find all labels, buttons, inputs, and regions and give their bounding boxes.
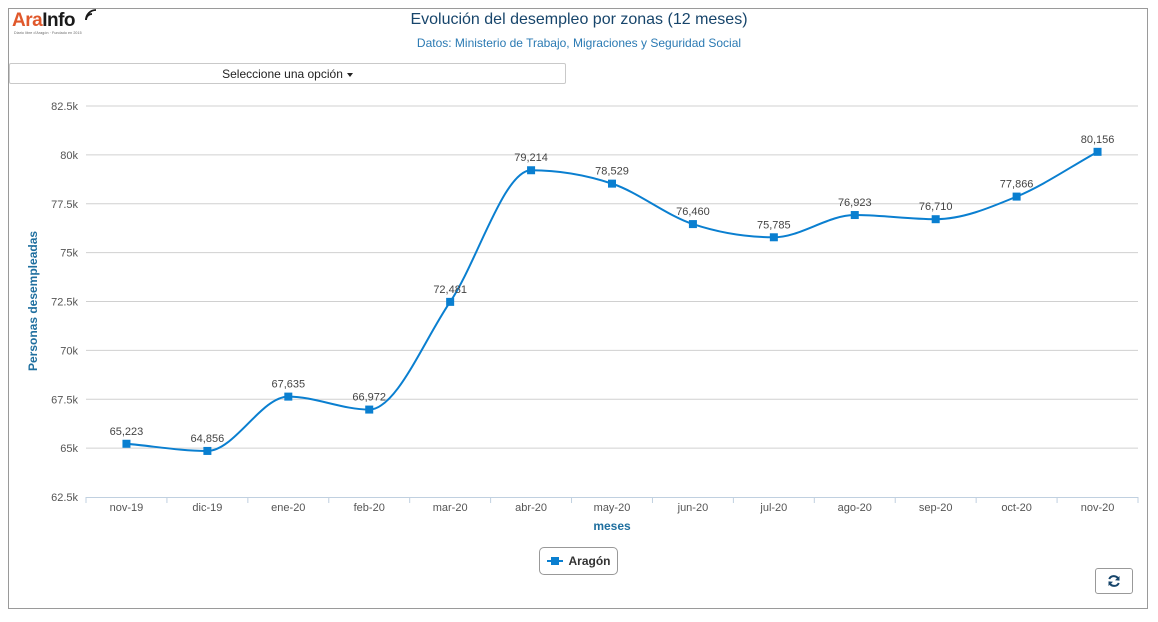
data-label: 76,460 [676, 206, 710, 218]
data-label: 76,710 [919, 201, 953, 213]
y-tick-label: 75k [60, 248, 78, 260]
zone-select-label: Seleccione una opción [222, 66, 343, 81]
y-tick-label: 65k [60, 443, 78, 455]
data-label: 77,866 [1000, 179, 1034, 191]
chart-title: Evolución del desempleo por zonas (12 me… [410, 11, 748, 28]
data-point [284, 392, 293, 401]
x-axis-title: meses [593, 519, 631, 533]
data-point [688, 220, 697, 229]
y-axis-ticks: 62.5k 65k 67.5k 70k 72.5k 75k 77.5k 80k 82.5k [51, 101, 78, 504]
arainfo-logo[interactable]: AraInfo Diario libre d'Aragón · Fundado … [12, 9, 98, 38]
data-label: 75,785 [757, 219, 791, 231]
data-labels: 65,223 64,856 67,635 66,972 72,481 79,214 78,5… [110, 134, 1115, 445]
x-tick-label: mar-20 [433, 502, 468, 514]
data-point [850, 211, 859, 220]
data-label: 76,923 [838, 197, 872, 209]
x-tick-label: nov-20 [1081, 502, 1115, 514]
caret-down-icon [346, 72, 353, 77]
x-axis [85, 497, 1139, 503]
y-axis-title: Personas desempleadas [26, 231, 40, 371]
chart-subtitle: Datos: Ministerio de Trabajo, Migracione… [416, 36, 742, 50]
data-label: 79,214 [514, 152, 548, 164]
y-tick-label: 67.5k [51, 394, 78, 406]
x-tick-label: may-20 [594, 502, 631, 514]
x-tick-label: dic-19 [192, 502, 222, 514]
y-tick-label: 62.5k [51, 492, 78, 504]
x-tick-label: oct-20 [1001, 502, 1032, 514]
series-markers [122, 147, 1102, 455]
x-tick-label: feb-20 [354, 502, 385, 514]
legend-label: Aragón [568, 554, 611, 568]
data-label: 64,856 [191, 433, 225, 445]
refresh-icon [1108, 575, 1120, 587]
legend-item-aragon[interactable]: Aragón [539, 547, 618, 575]
legend-marker [546, 557, 563, 565]
data-point [769, 233, 778, 242]
data-point [203, 446, 212, 455]
data-point [527, 166, 536, 175]
y-tick-label: 80k [60, 150, 78, 162]
logo-tagline: Diario libre d'Aragón · Fundado en 2015 [14, 31, 82, 35]
x-tick-label: jun-20 [677, 502, 709, 514]
x-tick-label: sep-20 [919, 502, 953, 514]
chart-frame [8, 8, 1148, 609]
x-tick-label: ene-20 [271, 502, 305, 514]
data-point [931, 215, 940, 224]
data-point [1012, 192, 1021, 201]
data-point [365, 405, 374, 414]
y-tick-label: 72.5k [51, 297, 78, 309]
data-label: 66,972 [352, 392, 386, 404]
data-label: 67,635 [271, 379, 305, 391]
data-point [1093, 147, 1102, 156]
data-label: 72,481 [433, 284, 467, 296]
x-tick-label: nov-19 [110, 502, 144, 514]
x-tick-label: jul-20 [759, 502, 787, 514]
data-point [446, 297, 455, 306]
x-axis-ticks: nov-19 dic-19 ene-20 feb-20 mar-20 abr-20 may-… [110, 502, 1115, 514]
data-point [608, 179, 616, 188]
x-tick-label: abr-20 [515, 502, 547, 514]
y-tick-label: 70k [60, 345, 78, 357]
data-label: 80,156 [1081, 134, 1115, 146]
data-point [122, 439, 131, 448]
gridlines [86, 105, 1138, 449]
refresh-button[interactable] [1095, 568, 1133, 594]
broadcast-icon [85, 9, 97, 21]
data-label: 65,223 [110, 426, 144, 438]
y-tick-label: 77.5k [51, 199, 78, 211]
data-label: 78,529 [595, 166, 629, 178]
zone-select-dropdown[interactable]: Seleccione una opción [9, 63, 566, 84]
y-tick-label: 82.5k [51, 101, 78, 113]
logo-wordmark: AraInfo [12, 10, 76, 31]
x-tick-label: ago-20 [838, 502, 872, 514]
